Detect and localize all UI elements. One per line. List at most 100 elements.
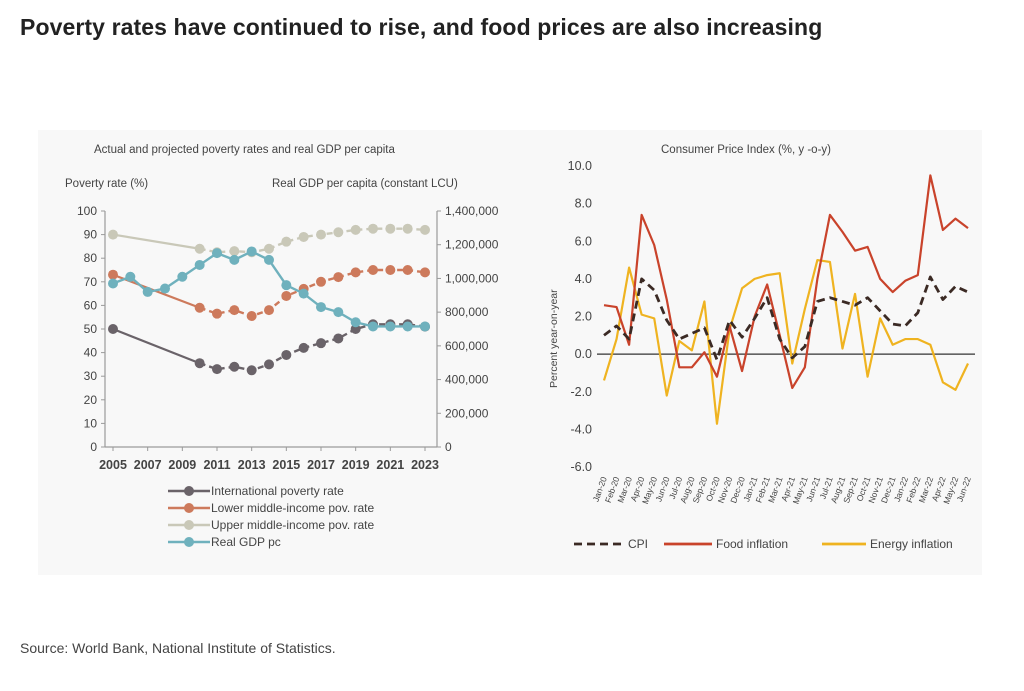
real-gdp-point [177,271,188,282]
lower-middle-poverty-point [350,267,361,278]
gdp-tick-label: 600,000 [445,339,489,353]
upper-middle-poverty-point [298,231,309,242]
cpi-chart: 10.08.06.04.02.00.0-2.0-4.0-6.0Jan-20Feb… [568,159,975,505]
upper-middle-poverty-actual-line [112,233,200,250]
legend-label-lower-middle-poverty: Lower middle-income pov. rate [211,501,375,515]
poverty-axis-label: Poverty rate (%) [65,178,148,190]
cpi-tick-label: -4.0 [570,422,592,436]
gdp-tick-label: 1,400,000 [445,204,499,218]
real-gdp-point [298,288,309,299]
cpi-tick-label: 4.0 [575,272,592,286]
poverty-gdp-chart: 0 10 20 30 40 50 60 70 80 90 100 0 200,000 400,000 600… [77,204,499,472]
energy-inflation-line [602,258,969,425]
international-poverty-point [298,342,309,353]
lower-middle-poverty-point [368,265,378,275]
real-gdp-point [160,283,170,294]
year-tick-label: 2009 [168,458,196,472]
cpi-chart-title: Consumer Price Index (%, y -o-y) [661,144,831,156]
food-inflation-line [603,174,969,390]
legend-marker-real-gdp [184,537,194,547]
real-gdp-point [350,317,361,328]
real-gdp-point [229,254,240,265]
year-tick-label: 2011 [203,458,230,472]
poverty-tick-label: 80 [84,251,98,265]
real-gdp-point [246,246,257,257]
international-poverty-point [281,349,292,360]
year-tick-label: 2005 [99,458,127,472]
lower-middle-poverty-point [281,290,292,301]
international-poverty-point [212,364,222,375]
lower-middle-poverty-point [194,302,205,313]
gdp-tick-label: 1,200,000 [445,238,499,252]
upper-middle-poverty-point [402,223,413,234]
year-tick-label: 2015 [272,458,300,472]
chart-panel-background [38,130,982,575]
cpi-tick-label: 10.0 [568,159,592,173]
international-poverty-point [194,358,205,369]
international-poverty-point [264,359,274,370]
cpi-tick-label: 6.0 [575,234,592,248]
upper-middle-poverty-point [264,243,274,254]
legend-label-upper-middle-poverty: Upper middle-income pov. rate [211,518,375,532]
real-gdp-point [264,254,274,265]
international-poverty-point [229,361,240,372]
legend-label-energy-inflation: Energy inflation [870,537,953,551]
lower-middle-poverty-point [333,272,344,283]
upper-middle-poverty-point [194,243,205,254]
lower-middle-poverty-point [316,276,326,287]
cpi-tick-label: -2.0 [570,385,592,399]
legend-label-international-poverty: International poverty rate [211,484,344,498]
international-poverty-point [316,338,326,349]
real-gdp-point [333,307,344,318]
upper-middle-poverty-point [420,224,430,235]
gdp-tick-label: 200,000 [445,406,489,420]
lower-middle-poverty-point [420,267,430,278]
real-gdp-point [281,280,292,291]
real-gdp-point [420,321,430,332]
real-gdp-point [402,321,413,332]
international-poverty-point [333,333,344,344]
international-poverty-actual-line [112,327,201,365]
real-gdp-point [212,248,222,259]
upper-middle-poverty-point [281,236,292,247]
cpi-tick-label: 0.0 [575,347,592,361]
international-poverty-point [108,324,118,334]
year-tick-label: 2017 [307,458,335,472]
legend-marker-lower-middle-poverty [184,503,194,513]
upper-middle-poverty-point [108,229,118,240]
international-poverty-point [246,365,257,376]
poverty-tick-label: 30 [84,369,98,383]
upper-middle-poverty-point [368,223,378,234]
upper-middle-poverty-point [385,223,396,234]
poverty-chart-legend: International poverty rate Lower middle-i… [168,484,375,549]
upper-middle-poverty-point [350,224,361,235]
upper-middle-poverty-point [229,246,240,257]
poverty-tick-label: 50 [84,322,98,336]
legend-label-real-gdp: Real GDP pc [211,535,281,549]
legend-label-cpi: CPI [628,537,648,551]
cpi-tick-label: -6.0 [570,460,592,474]
cpi-axis-label: Percent year-on-year [548,289,560,388]
gdp-tick-label: 0 [445,440,452,454]
cpi-chart-legend: CPI Food inflation Energy inflation [574,537,953,551]
cpi-tick-label: 8.0 [575,197,592,211]
lower-middle-poverty-point [385,265,396,275]
poverty-tick-label: 40 [84,346,98,360]
cpi-line [603,275,969,362]
year-tick-label: 2021 [376,458,404,472]
poverty-chart-title: Actual and projected poverty rates and r… [94,144,395,156]
poverty-tick-label: 70 [84,275,98,289]
upper-middle-poverty-point [316,229,326,240]
poverty-tick-label: 10 [84,416,98,430]
gdp-tick-label: 800,000 [445,305,489,319]
lower-middle-poverty-point [229,305,240,316]
legend-marker-international-poverty [184,486,194,496]
poverty-tick-label: 0 [90,440,97,454]
legend-label-food-inflation: Food inflation [716,537,788,551]
real-gdp-point [385,321,396,332]
upper-middle-poverty-point [333,227,344,238]
poverty-tick-label: 100 [77,204,97,218]
source-note: Source: World Bank, National Institute o… [20,640,336,656]
year-tick-label: 2023 [411,458,439,472]
poverty-tick-label: 20 [84,393,98,407]
